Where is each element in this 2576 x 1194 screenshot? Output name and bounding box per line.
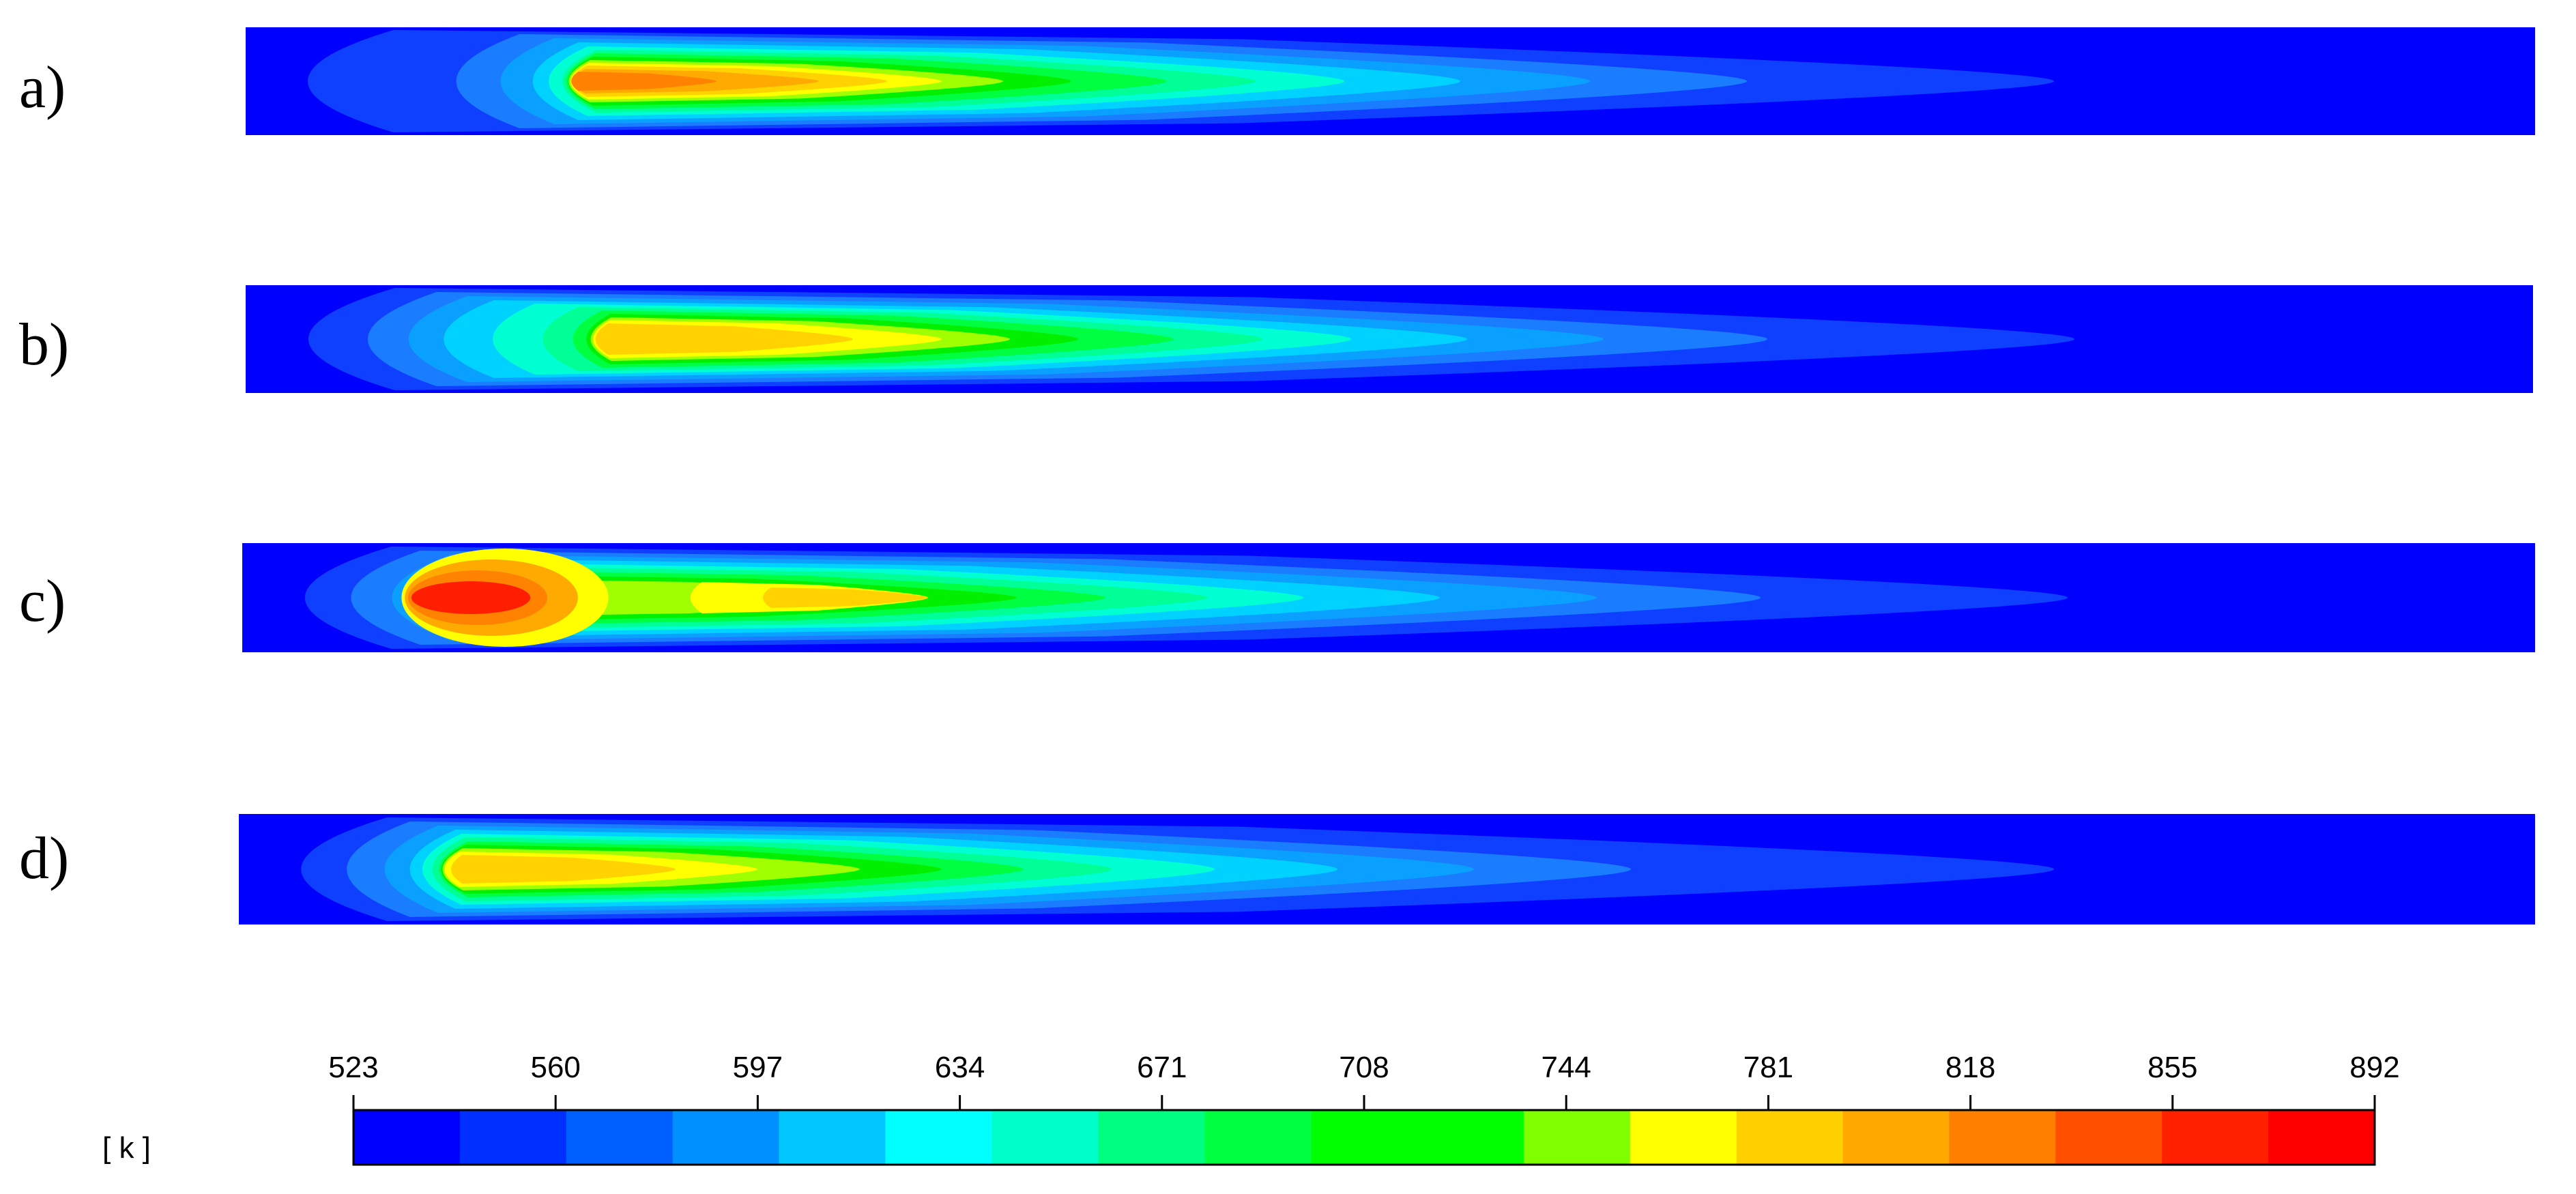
colorbar-tick-label: 671 xyxy=(1137,1051,1187,1084)
colorbar-segment xyxy=(1204,1110,1312,1165)
panel-label-b: b) xyxy=(19,312,70,378)
panel-label-a: a) xyxy=(19,55,66,121)
colorbar-tick-label: 708 xyxy=(1339,1051,1389,1084)
contour-panel-a xyxy=(246,27,2535,135)
hotspot-band xyxy=(411,581,531,614)
colorbar-segment xyxy=(1630,1110,1737,1165)
colorbar-segment xyxy=(1842,1110,1950,1165)
colorbar-tick-label: 560 xyxy=(530,1051,581,1084)
isotherm-band xyxy=(763,587,928,608)
colorbar-segment xyxy=(353,1110,461,1165)
isotherm-band xyxy=(571,72,717,91)
colorbar-segment xyxy=(1523,1110,1631,1165)
colorbar-segment xyxy=(1949,1110,2056,1165)
colorbar-segment xyxy=(459,1110,567,1165)
colorbar-segment xyxy=(1098,1110,1205,1165)
colorbar-segment xyxy=(2055,1110,2162,1165)
colorbar-segment xyxy=(2162,1110,2269,1165)
colorbar-segment xyxy=(1736,1110,1844,1165)
colorbar-tick-label: 781 xyxy=(1743,1051,1794,1084)
colorbar-tick-label: 744 xyxy=(1541,1051,1591,1084)
colorbar-segment xyxy=(672,1110,780,1165)
colorbar-tick-label: 892 xyxy=(2349,1051,2400,1084)
colorbar-unit-label: [ k ] xyxy=(102,1131,151,1165)
colorbar-segment xyxy=(2268,1110,2375,1165)
colorbar-segment xyxy=(992,1110,1099,1165)
contour-panel-b xyxy=(246,285,2533,393)
colorbar-tick-label: 523 xyxy=(328,1051,379,1084)
colorbar-tick-label: 855 xyxy=(2147,1051,2198,1084)
colorbar-segment xyxy=(566,1110,674,1165)
colorbar-tick-label: 818 xyxy=(1945,1051,1996,1084)
contour-panel-c-hotspot xyxy=(401,549,609,647)
colorbar-tick-label: 634 xyxy=(934,1051,985,1084)
colorbar-segment xyxy=(885,1110,992,1165)
panel-label-c: c) xyxy=(19,568,66,635)
colorbar-segment xyxy=(779,1110,886,1165)
isotherm-band xyxy=(595,323,853,355)
colorbar-tick-label: 597 xyxy=(732,1051,783,1084)
contour-panel-d xyxy=(239,814,2535,924)
colorbar-segment xyxy=(1417,1110,1524,1165)
colorbar-segment xyxy=(1311,1110,1418,1165)
isotherm-band xyxy=(451,855,676,884)
panel-label-d: d) xyxy=(19,826,70,892)
contour-panel-c xyxy=(242,543,2535,652)
